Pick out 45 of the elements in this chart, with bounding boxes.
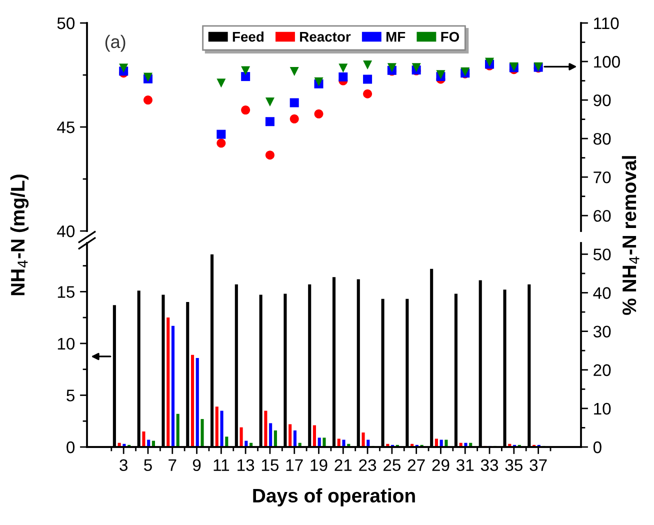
annotation: (a) [105, 34, 126, 52]
y2-tick-label: 40 [593, 287, 611, 299]
x-tick-label: 9 [192, 459, 201, 472]
y-tick-label: 15 [58, 286, 74, 298]
x-tick-label: 19 [310, 459, 328, 472]
y-tick-label: 45 [57, 122, 74, 134]
legend-label: Reactor [300, 32, 351, 42]
y2-tick-label: 10 [594, 402, 611, 415]
x-tick-label: 5 [144, 459, 152, 472]
y2-tick-label: 90 [594, 94, 611, 106]
y2-tick-label: 50 [593, 248, 611, 260]
y-tick-label: 10 [58, 338, 75, 350]
y-tick-label: 0 [66, 441, 75, 454]
x-axis-title: Days of operation [253, 488, 415, 506]
y-tick-label: 40 [57, 225, 75, 238]
y2-tick-label: 80 [594, 132, 611, 145]
y2-tick-label: 100 [594, 56, 620, 68]
x-tick-label: 33 [480, 459, 498, 472]
x-tick-label: 17 [286, 459, 303, 471]
x-tick-label: 27 [408, 459, 425, 471]
x-tick-label: 21 [334, 459, 352, 471]
x-tick-label: 25 [384, 459, 401, 472]
y2-tick-label: 110 [594, 17, 619, 30]
x-tick-label: 3 [120, 459, 128, 472]
x-tick-label: 15 [262, 459, 279, 472]
x-tick-label: 31 [456, 459, 474, 472]
legend-label: FO [441, 32, 460, 42]
x-tick-label: 7 [168, 459, 176, 471]
x-tick-label: 29 [432, 459, 450, 472]
y-axis-title: NH$_{4}$-N (mg/L) [10, 174, 29, 296]
y2-tick-label: 0 [593, 441, 602, 454]
y-tick-label: 5 [66, 390, 74, 402]
legend-label: Feed [232, 32, 264, 42]
y2-tick-label: 20 [594, 364, 611, 376]
x-tick-label: 11 [214, 459, 230, 471]
y2-axis-title: % NH$_{4}$-N removal [622, 156, 640, 315]
y-tick-label: 50 [57, 17, 75, 30]
legend-label: MF [386, 32, 406, 42]
y2-tick-label: 70 [594, 171, 611, 184]
y2-tick-label: 30 [593, 326, 611, 338]
x-tick-label: 37 [530, 459, 547, 472]
x-tick-label: 23 [359, 459, 376, 472]
x-tick-label: 13 [238, 459, 254, 472]
x-tick-label: 35 [505, 459, 522, 472]
y2-tick-label: 60 [594, 210, 611, 222]
